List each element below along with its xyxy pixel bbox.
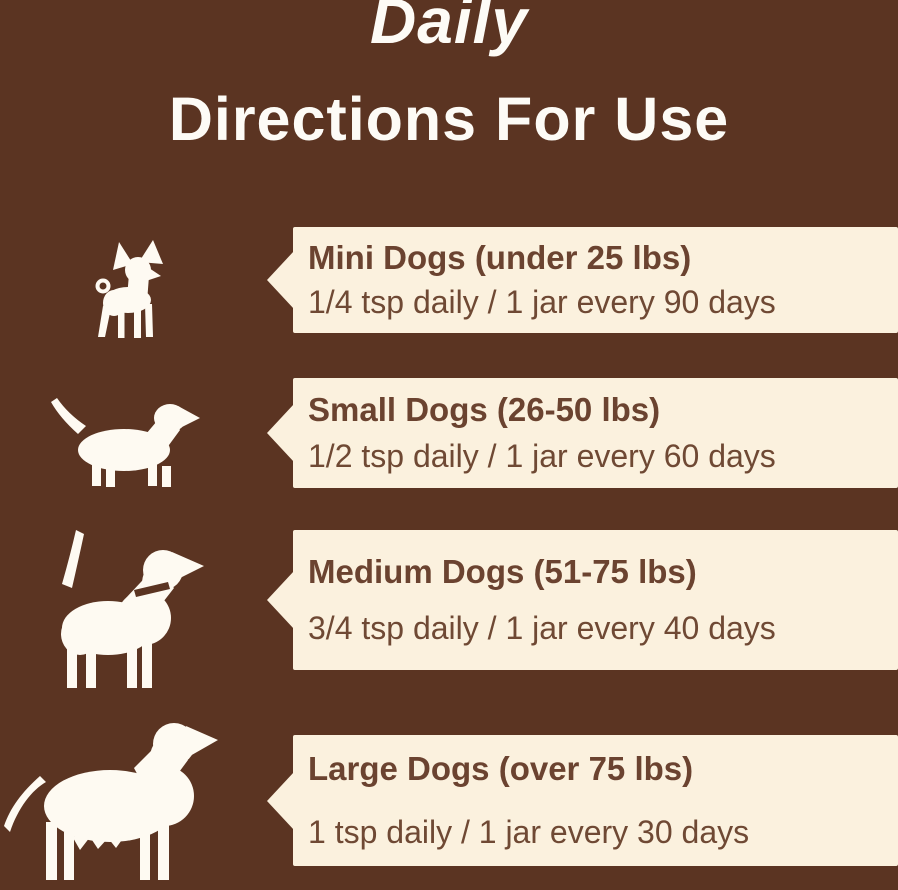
card-pointer-icon [267,251,294,309]
retriever-dog-icon [2,710,238,888]
beagle-dog-icon [36,526,212,694]
dosage-card-small: Small Dogs (26-50 lbs) 1/2 tsp daily / 1… [267,378,898,488]
dosage-description: 1/4 tsp daily / 1 jar every 90 days [308,284,776,321]
dosage-card-medium: Medium Dogs (51-75 lbs) 3/4 tsp daily / … [267,530,898,670]
header-subtitle: Daily [370,0,528,57]
chihuahua-dog-icon [93,240,178,340]
dosage-description: 1 tsp daily / 1 jar every 30 days [308,813,750,850]
dosage-card-large: Large Dogs (over 75 lbs) 1 tsp daily / 1… [267,735,898,866]
dosage-card-mini: Mini Dogs (under 25 lbs) 1/4 tsp daily /… [267,227,898,333]
dosage-description: 3/4 tsp daily / 1 jar every 40 days [308,609,776,646]
page-title: Directions For Use [168,85,730,153]
card-pointer-icon [267,571,294,629]
dosage-title: Large Dogs (over 75 lbs) [308,750,694,788]
card-pointer-icon [267,404,294,462]
dosage-title: Small Dogs (26-50 lbs) [308,391,661,429]
dosage-title: Mini Dogs (under 25 lbs) [308,238,692,276]
dosage-title: Medium Dogs (51-75 lbs) [308,553,697,591]
dosage-description: 1/2 tsp daily / 1 jar every 60 days [308,437,776,474]
dachshund-dog-icon [46,388,200,490]
card-pointer-icon [267,771,294,830]
